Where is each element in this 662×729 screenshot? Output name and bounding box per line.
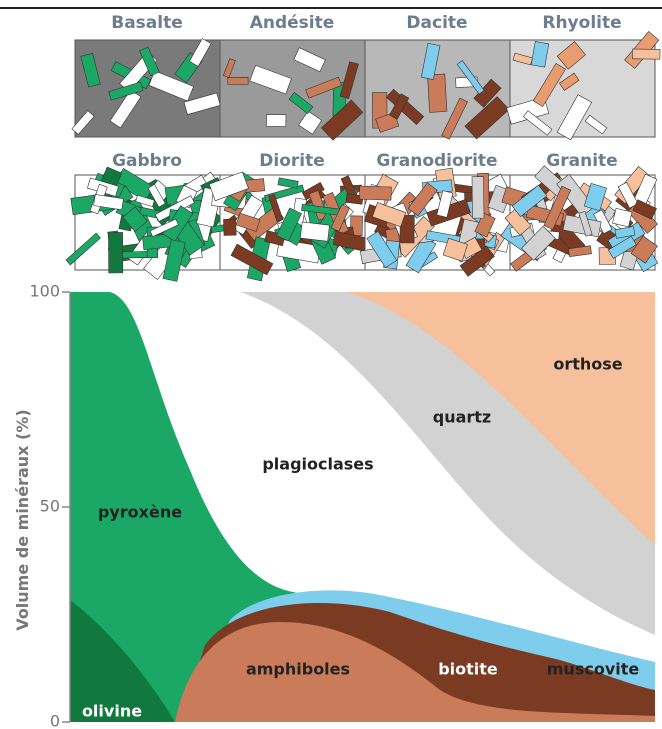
crystal — [614, 226, 636, 239]
rock-name: Basalte — [111, 13, 183, 33]
crystal — [607, 235, 637, 259]
crystal — [556, 94, 593, 141]
crystal — [407, 182, 438, 217]
crystal — [266, 114, 287, 127]
crystal — [568, 245, 592, 258]
crystal — [511, 184, 548, 218]
crystal — [630, 235, 658, 264]
crystal — [149, 218, 179, 237]
crystal — [543, 185, 572, 230]
crystal — [578, 211, 593, 237]
crystal — [208, 171, 249, 202]
crystal — [521, 225, 556, 261]
crystal — [108, 232, 124, 274]
mineral-diagram: pyroxène plagioclases quartz orthose amp… — [13, 292, 655, 722]
crystal — [504, 207, 532, 236]
crystal — [474, 212, 496, 238]
olivine-area — [70, 600, 175, 722]
crystal — [442, 237, 468, 262]
crystal — [532, 62, 566, 108]
crystal — [436, 190, 454, 218]
crystal — [330, 204, 350, 232]
crystal — [122, 206, 148, 232]
crystal — [389, 93, 410, 120]
crystal — [227, 77, 249, 85]
y-tick-label: 0 — [50, 712, 60, 729]
crystal — [288, 91, 314, 115]
rock-name: Dacite — [406, 13, 467, 33]
crystal — [530, 41, 550, 68]
rock-name: Gabbro — [112, 151, 182, 171]
crystal — [80, 52, 101, 88]
y-tick-label: 100 — [29, 282, 60, 301]
crystal — [135, 194, 155, 207]
mineral-label: quartz — [433, 408, 492, 427]
crystal — [320, 99, 364, 141]
y-axis-label: Volume de minéraux (%) — [13, 409, 32, 630]
crystal — [583, 183, 607, 212]
crystal — [147, 183, 166, 208]
crystal — [584, 114, 608, 135]
crystal — [71, 110, 95, 135]
crystal — [420, 42, 441, 80]
crystal — [339, 61, 359, 99]
crystal — [366, 230, 398, 269]
crystal — [223, 218, 237, 236]
mineral-label: pyroxène — [98, 503, 182, 522]
crystal — [427, 73, 448, 113]
crystal — [235, 212, 261, 232]
crystal — [268, 193, 284, 222]
crystal — [375, 112, 400, 133]
crystal — [632, 48, 661, 60]
mineral-label: plagioclases — [262, 455, 373, 474]
crystal — [558, 72, 580, 91]
crystal — [249, 65, 292, 95]
crystal — [298, 110, 323, 135]
crystal — [276, 207, 302, 242]
crystal — [556, 41, 586, 70]
crystal — [399, 214, 415, 244]
crystal — [612, 207, 633, 228]
mineral-label: orthose — [553, 355, 622, 374]
crystal — [277, 177, 299, 189]
crystal — [230, 243, 274, 276]
crystal — [522, 110, 553, 136]
crystal — [459, 245, 495, 277]
mineral-label: muscovite — [547, 660, 640, 679]
crystal — [305, 76, 342, 99]
crystal — [464, 96, 510, 140]
crystal — [188, 38, 212, 67]
rock-name: Rhyolite — [542, 13, 621, 33]
rock-name: Andésite — [250, 13, 335, 33]
amphibole-area — [175, 622, 655, 722]
mineral-label: olivine — [82, 702, 142, 721]
rock-panels: Basalte Andésite Dacite Rhyolite Gabbro Diori… — [65, 13, 661, 282]
rock-name: Granodiorite — [376, 151, 497, 171]
crystal — [293, 47, 326, 73]
crystal — [632, 199, 657, 220]
rock-name: Granite — [546, 151, 617, 171]
crystal — [183, 92, 221, 115]
crystal — [65, 232, 101, 266]
crystal — [385, 88, 425, 126]
crystal — [139, 46, 160, 77]
crystal — [148, 70, 194, 102]
rock-name: Diorite — [259, 151, 325, 171]
crystal — [222, 58, 236, 79]
crystal — [154, 195, 195, 222]
y-tick-label: 50 — [40, 497, 60, 516]
crystal — [359, 185, 392, 201]
crystal — [456, 60, 485, 95]
mineral-label: biotite — [438, 660, 498, 679]
crystal — [93, 194, 124, 211]
crystal — [299, 221, 330, 242]
crystal — [372, 202, 407, 228]
mineral-label: amphiboles — [246, 660, 350, 679]
crystal — [471, 176, 485, 219]
crystal — [108, 81, 144, 101]
crystal — [109, 89, 142, 129]
crystal — [162, 239, 186, 282]
crystal — [441, 97, 468, 140]
